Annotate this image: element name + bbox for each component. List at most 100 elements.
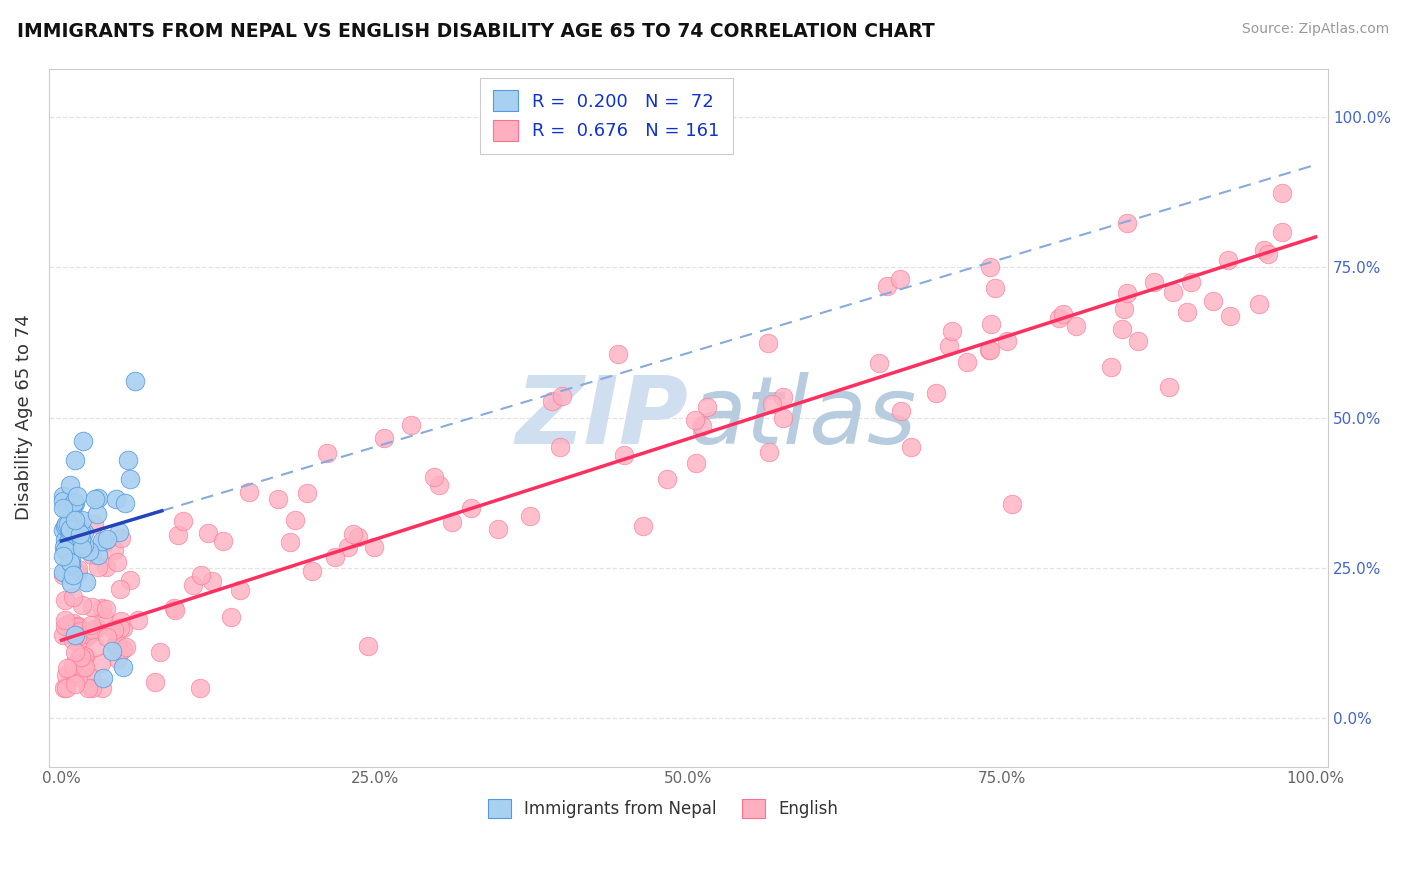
Point: [66, 618, 89, 632]
Point: [93, 535, 115, 549]
Point: [162, 601, 184, 615]
Point: [772, 390, 794, 404]
Point: [925, 386, 948, 401]
Point: [55, 544, 77, 558]
Point: [59, 555, 82, 569]
Point: [58, 524, 80, 538]
Point: [197, 525, 219, 540]
Point: [165, 603, 187, 617]
Point: [69, 624, 91, 638]
Point: [284, 512, 307, 526]
Point: [357, 639, 380, 653]
Point: [91, 608, 114, 623]
Point: [52, 549, 75, 563]
Point: [55, 681, 77, 696]
Legend: Immigrants from Nepal, English: Immigrants from Nepal, English: [481, 792, 845, 824]
Point: [188, 681, 211, 696]
Point: [76, 627, 98, 641]
Point: [67, 562, 90, 576]
Point: [212, 533, 235, 548]
Point: [62, 541, 84, 555]
Point: [373, 431, 395, 445]
Point: [108, 525, 131, 540]
Point: [79, 670, 101, 684]
Point: [53, 619, 76, 633]
Point: [1116, 286, 1139, 301]
Point: [900, 440, 922, 454]
Point: [1177, 305, 1199, 319]
Point: [55, 667, 77, 681]
Point: [65, 496, 87, 510]
Point: [297, 486, 319, 500]
Point: [280, 535, 302, 549]
Point: [336, 540, 359, 554]
Point: [60, 556, 83, 570]
Point: [56, 661, 79, 675]
Point: [1052, 307, 1074, 321]
Point: [979, 343, 1001, 358]
Point: [238, 485, 260, 500]
Point: [127, 613, 149, 627]
Point: [1247, 297, 1270, 311]
Point: [363, 540, 385, 554]
Point: [73, 661, 96, 675]
Point: [72, 513, 94, 527]
Point: [72, 537, 94, 551]
Point: [460, 501, 482, 516]
Point: [1143, 275, 1166, 289]
Point: [229, 583, 252, 598]
Point: [62, 657, 84, 672]
Point: [683, 413, 706, 427]
Point: [60, 512, 83, 526]
Point: [655, 472, 678, 486]
Point: [172, 514, 194, 528]
Point: [120, 574, 142, 588]
Point: [868, 356, 890, 370]
Point: [301, 564, 323, 578]
Point: [1218, 252, 1240, 267]
Point: [60, 567, 83, 582]
Point: [77, 681, 100, 696]
Point: [201, 574, 224, 588]
Point: [941, 325, 963, 339]
Point: [1180, 275, 1202, 289]
Point: [167, 528, 190, 542]
Point: [110, 582, 132, 596]
Point: [83, 640, 105, 654]
Point: [60, 504, 83, 518]
Point: [58, 535, 80, 549]
Point: [315, 446, 337, 460]
Point: [96, 559, 118, 574]
Point: [53, 519, 76, 533]
Point: [93, 671, 115, 685]
Point: [143, 675, 166, 690]
Point: [108, 621, 131, 635]
Point: [59, 524, 82, 538]
Point: [56, 517, 79, 532]
Point: [52, 565, 75, 579]
Point: [73, 649, 96, 664]
Point: [66, 670, 89, 684]
Point: [59, 532, 82, 546]
Point: [96, 533, 118, 547]
Point: [117, 453, 139, 467]
Point: [53, 592, 76, 607]
Point: [124, 374, 146, 388]
Point: [67, 540, 90, 554]
Point: [91, 601, 114, 615]
Point: [52, 500, 75, 515]
Point: [55, 517, 77, 532]
Point: [80, 618, 103, 632]
Point: [62, 616, 84, 631]
Point: [70, 541, 93, 556]
Point: [67, 566, 90, 580]
Point: [63, 495, 86, 509]
Point: [58, 539, 80, 553]
Point: [53, 542, 76, 557]
Point: [219, 610, 242, 624]
Point: [75, 630, 97, 644]
Point: [59, 549, 82, 564]
Point: [63, 667, 86, 681]
Point: [66, 523, 89, 537]
Point: [52, 568, 75, 582]
